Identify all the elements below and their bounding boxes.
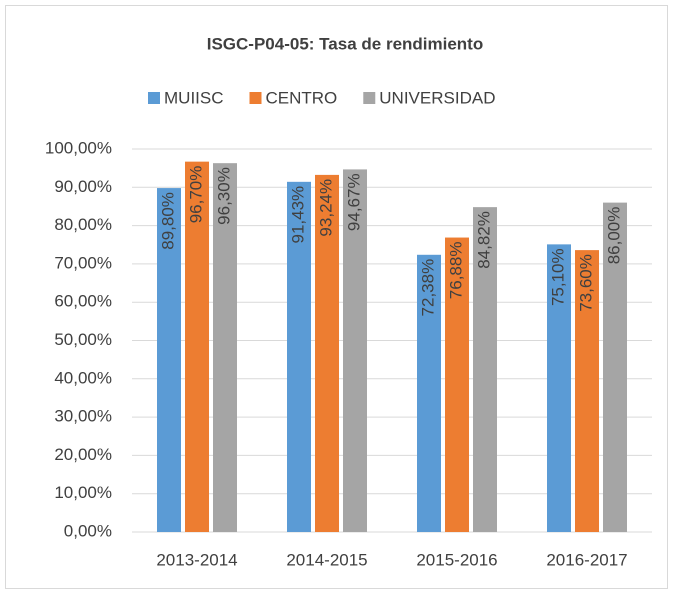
bar: [473, 207, 497, 532]
x-tick-label: 2015-2016: [416, 550, 497, 569]
bar: [417, 254, 441, 532]
y-tick-label: 70,00%: [54, 253, 112, 272]
bar: [603, 202, 627, 532]
value-label: 91,43%: [288, 186, 307, 244]
value-label: 84,82%: [474, 211, 493, 269]
y-tick-label: 40,00%: [54, 368, 112, 387]
value-label: 94,67%: [344, 173, 363, 231]
y-tick-label: 80,00%: [54, 215, 112, 234]
y-tick-label: 60,00%: [54, 292, 112, 311]
chart-title: ISGC-P04-05: Tasa de rendimiento: [207, 34, 483, 53]
bar: [213, 163, 237, 532]
bar: [157, 188, 181, 533]
value-label: 75,10%: [548, 248, 567, 306]
x-tick-label: 2016-2017: [546, 550, 627, 569]
value-label: 96,30%: [214, 167, 233, 225]
y-tick-label: 90,00%: [54, 177, 112, 196]
x-tick-label: 2014-2015: [286, 550, 367, 569]
legend-swatch: [249, 92, 262, 104]
y-tick-label: 20,00%: [54, 445, 112, 464]
bar: [575, 250, 599, 532]
value-label: 86,00%: [604, 207, 623, 265]
y-tick-label: 0,00%: [64, 521, 112, 540]
value-label: 96,70%: [186, 166, 205, 224]
value-label: 73,60%: [576, 254, 595, 312]
bar: [343, 169, 367, 533]
legend-swatch: [148, 92, 160, 104]
bar: [445, 237, 469, 532]
bar: [185, 161, 209, 533]
y-tick-label: 30,00%: [54, 407, 112, 426]
value-label: 76,88%: [446, 242, 465, 300]
legend-swatch: [363, 92, 376, 104]
bar: [547, 244, 571, 532]
y-tick-label: 10,00%: [54, 483, 112, 502]
bar: [287, 181, 311, 532]
legend-label: MUIISC: [164, 88, 224, 107]
y-tick-label: 100,00%: [45, 138, 112, 157]
value-label: 89,80%: [158, 192, 177, 250]
value-label: 93,24%: [316, 179, 335, 237]
legend-label: UNIVERSIDAD: [379, 88, 495, 107]
bar: [315, 174, 339, 532]
value-label: 72,38%: [418, 259, 437, 317]
x-tick-label: 2013-2014: [156, 550, 237, 569]
legend-label: CENTRO: [266, 88, 338, 107]
y-tick-label: 50,00%: [54, 330, 112, 349]
